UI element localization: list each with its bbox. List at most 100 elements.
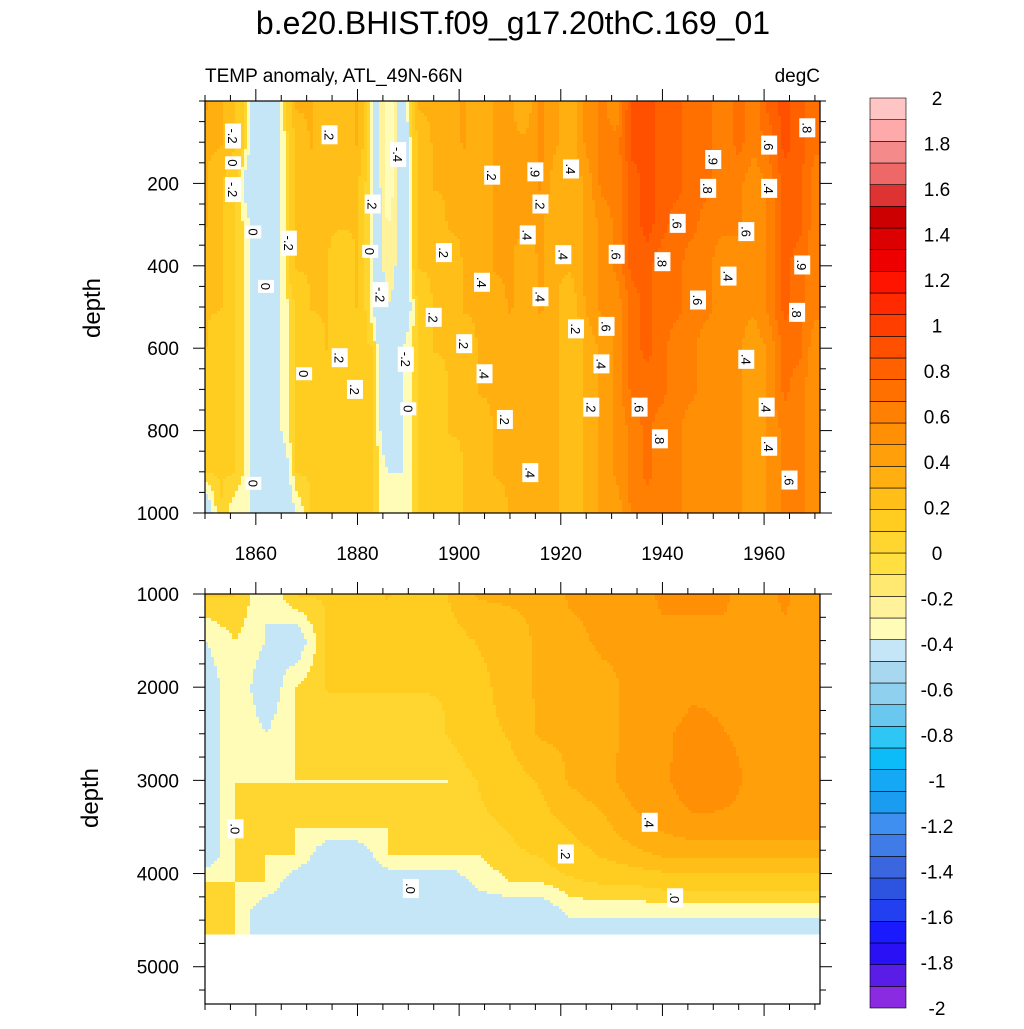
field-cell [391, 107, 394, 110]
field-cell [760, 104, 763, 107]
field-cell [331, 107, 334, 110]
field-cell [589, 104, 592, 107]
field-cell [763, 107, 766, 110]
field-cell [367, 110, 370, 113]
field-cell [307, 110, 310, 113]
field-cell [403, 110, 406, 113]
field-cell [322, 107, 325, 110]
field-cell [814, 104, 817, 107]
field-cell [292, 110, 295, 113]
field-cell [475, 107, 478, 110]
field-cell [787, 107, 790, 110]
field-cell [301, 110, 304, 113]
field-cell [652, 107, 655, 110]
field-cell [514, 107, 517, 110]
field-cell [811, 104, 814, 107]
field-cell [739, 107, 742, 110]
field-cell [796, 107, 799, 110]
field-cell [382, 110, 385, 113]
field-cell [301, 107, 304, 110]
field-cell [511, 110, 514, 113]
field-cell [424, 110, 427, 113]
field-cell [283, 104, 286, 107]
field-cell [403, 104, 406, 107]
field-cell [226, 110, 229, 113]
field-cell [340, 104, 343, 107]
field-cell [211, 104, 214, 107]
field-cell [487, 110, 490, 113]
field-cell [334, 107, 337, 110]
field-cell [559, 107, 562, 110]
field-cell [580, 104, 583, 107]
field-cell [208, 110, 211, 113]
field-cell [244, 104, 247, 107]
field-cell [781, 104, 784, 107]
field-cell [259, 110, 262, 113]
field-cell [229, 110, 232, 113]
field-cell [517, 110, 520, 113]
field-cell [610, 104, 613, 107]
field-cell [403, 107, 406, 110]
field-cell [730, 107, 733, 110]
field-cell [220, 104, 223, 107]
field-cell [343, 104, 346, 107]
field-cell [412, 104, 415, 107]
field-cell [691, 107, 694, 110]
field-cell [289, 110, 292, 113]
field-cell [556, 104, 559, 107]
field-cell [685, 104, 688, 107]
field-cell [523, 107, 526, 110]
field-cell [787, 104, 790, 107]
field-cell [802, 104, 805, 107]
field-cell [229, 107, 232, 110]
field-cell [436, 107, 439, 110]
field-cell [259, 104, 262, 107]
field-cell [349, 107, 352, 110]
field-cell [406, 104, 409, 107]
field-cell [451, 107, 454, 110]
field-cell [451, 104, 454, 107]
field-cell [307, 107, 310, 110]
field-cell [493, 104, 496, 107]
field-cell [421, 110, 424, 113]
field-cell [664, 104, 667, 107]
field-cell [718, 107, 721, 110]
field-cell [388, 110, 391, 113]
field-cell [676, 104, 679, 107]
field-cell [598, 107, 601, 110]
field-cell [394, 104, 397, 107]
field-cell [511, 104, 514, 107]
field-cell [814, 107, 817, 110]
field-cell [577, 110, 580, 113]
field-cell [208, 107, 211, 110]
field-cell [502, 110, 505, 113]
field-cell [286, 110, 289, 113]
field-cell [334, 104, 337, 107]
field-cell [271, 104, 274, 107]
field-cell [808, 107, 811, 110]
field-cell [706, 104, 709, 107]
field-cell [304, 110, 307, 113]
field-cell [541, 107, 544, 110]
field-cell [535, 107, 538, 110]
field-cell [292, 104, 295, 107]
field-cell [559, 104, 562, 107]
field-cell [346, 104, 349, 107]
field-cell [472, 104, 475, 107]
field-cell [220, 110, 223, 113]
field-cell [232, 104, 235, 107]
field-cell [268, 104, 271, 107]
field-cell [379, 110, 382, 113]
field-cell [649, 107, 652, 110]
field-cell [391, 110, 394, 113]
field-cell [535, 110, 538, 113]
field-cell [655, 104, 658, 107]
field-cell [592, 107, 595, 110]
field-cell [571, 110, 574, 113]
field-cell [277, 107, 280, 110]
field-cell [751, 104, 754, 107]
field-cell [298, 110, 301, 113]
field-cell [565, 104, 568, 107]
field-cell [724, 104, 727, 107]
field-cell [280, 107, 283, 110]
